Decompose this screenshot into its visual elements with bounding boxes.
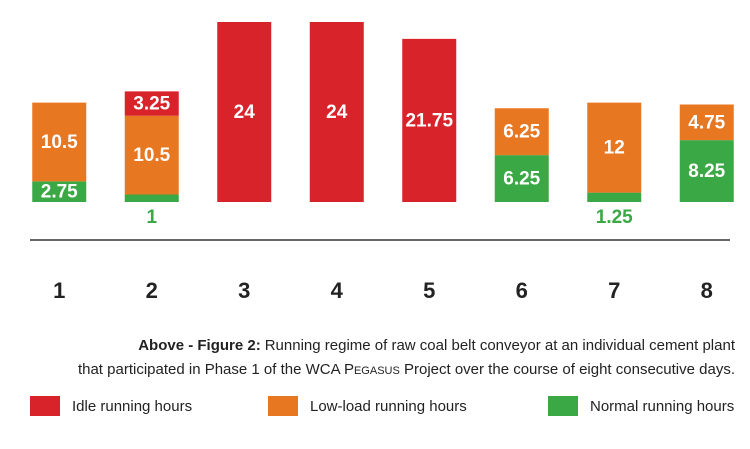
bar-segment [32, 181, 87, 202]
data-label: 10.5 [41, 132, 78, 153]
data-label: 24 [234, 102, 256, 123]
data-label: 6.25 [503, 122, 540, 143]
caption-line: Above - Figure 2: Running regime of raw c… [138, 337, 736, 354]
bar-segment [494, 108, 549, 156]
data-label: 21.75 [405, 110, 453, 131]
data-label: 1 [146, 207, 157, 228]
data-label: 1.25 [596, 207, 633, 228]
x-tick-label: 1 [53, 278, 65, 303]
legend-swatch [30, 396, 60, 416]
x-tick-label: 6 [516, 278, 528, 303]
bar-segment [217, 22, 272, 202]
bar-segment [494, 155, 549, 202]
x-tick-label: 4 [331, 278, 344, 303]
caption-text: Project over the course of eight consecu… [400, 361, 735, 378]
caption-name: Pegasus [344, 361, 400, 378]
x-tick-label: 8 [701, 278, 713, 303]
data-label: 10.5 [133, 145, 170, 166]
bar-segment [587, 192, 642, 202]
bar-segment [587, 102, 642, 193]
legend-swatch [548, 396, 578, 416]
data-label: 24 [326, 102, 348, 123]
data-label: 6.25 [503, 169, 540, 190]
legend-swatch [268, 396, 298, 416]
legend-label: Normal running hours [590, 398, 734, 415]
bar-segment [124, 91, 179, 116]
caption-line: that participated in Phase 1 of the WCA … [78, 361, 735, 378]
caption-text: Running regime of raw coal belt conveyor… [265, 337, 736, 354]
legend-label: Idle running hours [72, 398, 192, 415]
data-label: 4.75 [688, 112, 725, 133]
bar-segment [402, 38, 457, 202]
bar-segment [679, 104, 734, 141]
bar-segment [309, 22, 364, 202]
x-tick-label: 5 [423, 278, 435, 303]
data-label: 2.75 [41, 182, 78, 203]
data-label: 12 [604, 138, 625, 159]
bar-segment [124, 194, 179, 202]
legend-label: Low-load running hours [310, 398, 467, 415]
bar-segment [32, 102, 87, 182]
x-tick-label: 3 [238, 278, 250, 303]
data-label: 3.25 [133, 94, 170, 115]
data-label: 8.25 [688, 161, 725, 182]
bar-segment [679, 140, 734, 202]
bar-segment [124, 115, 179, 195]
caption-label: Above - Figure 2: [138, 337, 261, 354]
x-tick-label: 2 [146, 278, 158, 303]
x-tick-label: 7 [608, 278, 620, 303]
caption-text: that participated in Phase 1 of the WCA [78, 361, 344, 378]
